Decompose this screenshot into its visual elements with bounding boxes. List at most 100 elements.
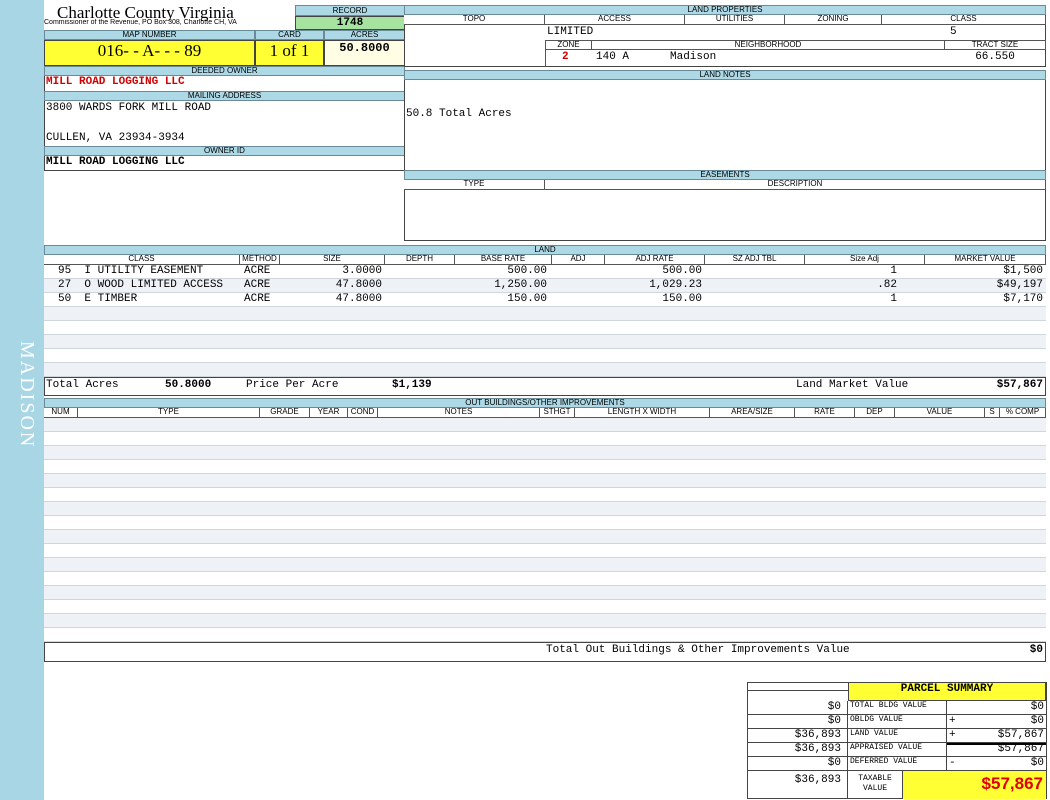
summary-value-cell — [947, 715, 1046, 729]
table-row — [44, 558, 1046, 572]
land-method: ACRE — [244, 293, 271, 305]
summary-value: $57,867 — [997, 729, 1044, 741]
summary-value: $0 — [1030, 757, 1044, 769]
land-market-value: $1,500 — [1003, 265, 1043, 277]
summary-label: DEFERRED VALUE — [848, 757, 947, 771]
column-header: COND — [348, 408, 378, 418]
column-header: METHOD — [240, 255, 280, 265]
column-header: DEP — [855, 408, 895, 418]
column-header: STHGT — [540, 408, 575, 418]
summary-label: OBLDG VALUE — [848, 715, 947, 729]
column-header: % COMP — [1000, 408, 1046, 418]
total-label: Price Per Acre — [246, 379, 339, 391]
table-row — [44, 474, 1046, 488]
record-label: RECORD — [295, 5, 405, 16]
deeded-owner: MILL ROAD LOGGING LLC — [46, 76, 185, 88]
column-header: SZ ADJ TBL — [705, 255, 805, 265]
column-header: DEPTH — [385, 255, 455, 265]
table-row — [44, 293, 1046, 307]
section-title: LAND — [44, 245, 1046, 255]
land-market-value: $57,867 — [996, 379, 1043, 391]
table-row — [44, 502, 1046, 516]
section-title: OWNER ID — [44, 146, 405, 156]
subtitle: Commissioner of the Revenue, PO Box 308,… — [44, 19, 237, 26]
section-title: MAILING ADDRESS — [44, 91, 405, 101]
column-header: DESCRIPTION — [545, 180, 1046, 190]
table-row — [44, 628, 1046, 642]
total-acres: 50.8000 — [165, 379, 212, 391]
land-method: ACRE — [244, 265, 271, 277]
summary-label: APPRAISED VALUE — [848, 743, 947, 757]
land-market-value: $49,197 — [996, 279, 1043, 291]
title: Charlotte County Virginia — [57, 3, 234, 21]
column-header: TRACT SIZE — [945, 40, 1046, 50]
table-row — [44, 321, 1046, 335]
column-header: GRADE — [260, 408, 310, 418]
sidebar — [0, 0, 44, 800]
summary-value-cell — [947, 757, 1046, 771]
summary-value-cell — [947, 729, 1046, 743]
zone-row — [545, 50, 1045, 67]
table-row — [44, 363, 1046, 377]
column-header: TOPO — [404, 15, 545, 25]
rule — [44, 642, 1046, 643]
prior-value: $36,893 — [747, 729, 848, 743]
column-header: YEAR — [310, 408, 348, 418]
summary-value: $0 — [1030, 701, 1044, 713]
column-header: Size Adj — [805, 255, 925, 265]
land-market-value: $7,170 — [1003, 293, 1043, 305]
land-class: 95 I UTILITY EASEMENT — [58, 265, 204, 277]
table-row — [44, 446, 1046, 460]
column-header: CLASS — [882, 15, 1046, 25]
sign: + — [949, 729, 956, 741]
card: 1 of 1 — [255, 40, 324, 66]
column-header: S — [985, 408, 1000, 418]
access: LIMITED — [547, 26, 594, 38]
column-header: AREA/SIZE — [710, 408, 795, 418]
address-line: 3800 WARDS FORK MILL ROAD — [46, 102, 212, 114]
land-method: ACRE — [244, 279, 271, 291]
out-buildings-total: $0 — [1029, 644, 1043, 656]
summary-label: TOTAL BLDG VALUE — [848, 701, 947, 715]
map-number-label: MAP NUMBER — [44, 30, 255, 40]
prior-value: $36,893 — [747, 743, 848, 757]
land-base-rate: 500.00 — [507, 265, 547, 277]
tract-size: 66.550 — [975, 51, 1015, 63]
land-adj-rate: 1,029.23 — [649, 279, 702, 291]
land-adj-rate: 150.00 — [662, 293, 702, 305]
table-row — [44, 544, 1046, 558]
side-label: MADISON — [16, 341, 38, 449]
land-base-rate: 1,250.00 — [494, 279, 547, 291]
land-size-adj: .82 — [877, 279, 897, 291]
table-row — [44, 516, 1046, 530]
total-label: Total Acres — [46, 379, 119, 391]
table-row — [44, 432, 1046, 446]
blank-cell — [747, 682, 848, 691]
prior-value: $0 — [747, 701, 848, 715]
column-header: TYPE — [404, 180, 545, 190]
column-header: LENGTH X WIDTH — [575, 408, 710, 418]
column-header: VALUE — [895, 408, 985, 418]
land-size-adj: 1 — [890, 265, 897, 277]
owner-id: MILL ROAD LOGGING LLC — [46, 156, 185, 168]
taxable-value: $57,867 — [903, 771, 1046, 799]
acres-label: ACRES — [324, 30, 405, 40]
section-title: OUT BUILDINGS/OTHER IMPROVEMENTS — [44, 398, 1046, 408]
record-value: 1748 — [295, 16, 405, 30]
table-row — [44, 614, 1046, 628]
land-notes: 50.8 Total Acres — [406, 108, 512, 120]
land-size: 3.0000 — [342, 265, 382, 277]
price-per-acre: $1,139 — [392, 379, 432, 391]
summary-value-cell — [947, 701, 1046, 715]
summary-value-cell — [947, 743, 1046, 757]
neighborhood: Madison — [670, 51, 717, 63]
sign: + — [949, 715, 956, 727]
acres: 50.8000 — [324, 40, 405, 66]
prior-value: $0 — [747, 757, 848, 771]
total-label: Land Market Value — [796, 379, 909, 391]
column-header: SIZE — [280, 255, 385, 265]
column-header: RATE — [795, 408, 855, 418]
prior-value: $36,893 — [747, 771, 848, 799]
column-header: ZONE — [545, 40, 592, 50]
